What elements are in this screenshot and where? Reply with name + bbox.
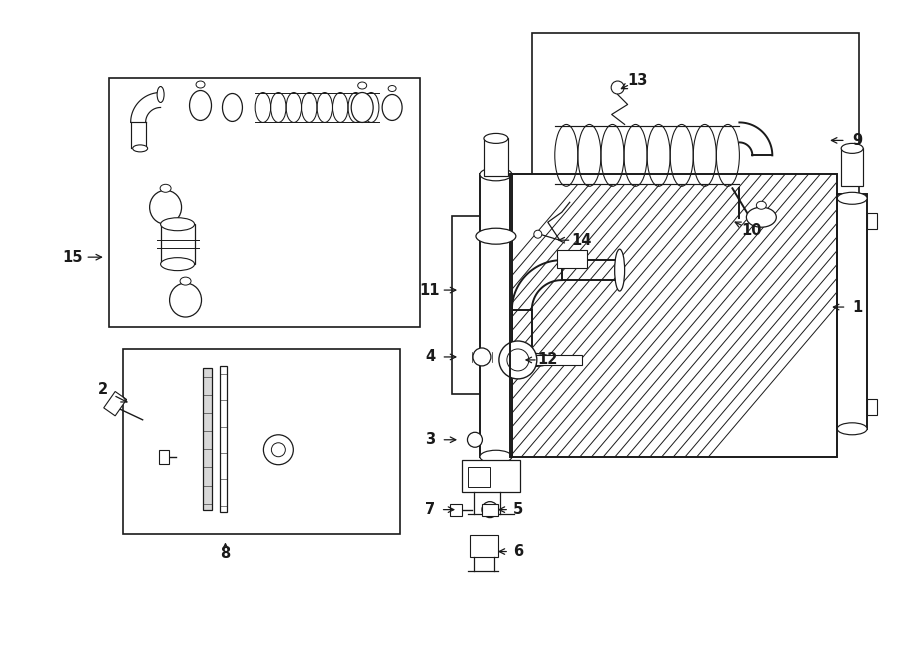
Text: 11: 11 <box>419 283 440 298</box>
Ellipse shape <box>502 353 554 367</box>
Bar <box>502 355 581 365</box>
Ellipse shape <box>196 81 205 88</box>
Bar <box>452 216 709 394</box>
Ellipse shape <box>180 277 191 285</box>
Text: 7: 7 <box>425 502 435 517</box>
Text: 6: 6 <box>513 544 523 559</box>
Ellipse shape <box>169 283 202 317</box>
Ellipse shape <box>534 230 542 238</box>
Bar <box>480 174 512 457</box>
Ellipse shape <box>382 95 402 120</box>
Ellipse shape <box>746 207 777 227</box>
Text: 12: 12 <box>537 352 558 367</box>
Ellipse shape <box>756 201 766 209</box>
Ellipse shape <box>264 435 293 465</box>
Ellipse shape <box>480 168 512 181</box>
Text: 1: 1 <box>852 299 862 314</box>
Text: 10: 10 <box>741 222 761 238</box>
Ellipse shape <box>357 82 366 89</box>
Bar <box>104 391 127 416</box>
Ellipse shape <box>507 349 529 371</box>
Text: 2: 2 <box>98 383 108 397</box>
Ellipse shape <box>158 87 164 103</box>
Bar <box>867 399 877 415</box>
Ellipse shape <box>351 93 374 122</box>
Bar <box>109 77 420 327</box>
Ellipse shape <box>467 432 482 448</box>
Ellipse shape <box>160 184 171 192</box>
Ellipse shape <box>222 93 242 121</box>
Text: 8: 8 <box>220 546 230 561</box>
Bar <box>160 224 194 264</box>
Ellipse shape <box>473 348 491 366</box>
Bar <box>482 504 498 516</box>
Text: 14: 14 <box>572 232 592 248</box>
Bar <box>554 126 740 184</box>
Text: 9: 9 <box>852 133 862 148</box>
Bar <box>470 535 498 557</box>
Bar <box>462 459 520 492</box>
Text: 5: 5 <box>513 502 523 517</box>
Ellipse shape <box>615 249 625 291</box>
Bar <box>510 174 837 457</box>
Text: 13: 13 <box>627 73 648 88</box>
Bar <box>842 148 863 186</box>
Bar <box>468 467 490 487</box>
Text: 15: 15 <box>62 250 83 265</box>
Ellipse shape <box>837 192 867 205</box>
Ellipse shape <box>837 423 867 435</box>
Bar <box>837 194 867 429</box>
Ellipse shape <box>160 218 194 231</box>
Bar <box>122 349 400 534</box>
Bar <box>484 138 508 176</box>
Ellipse shape <box>190 91 212 120</box>
Ellipse shape <box>132 145 148 152</box>
Ellipse shape <box>480 450 512 463</box>
Ellipse shape <box>160 258 194 271</box>
Bar <box>158 449 168 463</box>
Ellipse shape <box>484 134 508 144</box>
Text: 4: 4 <box>425 350 435 365</box>
Bar <box>510 174 837 457</box>
Ellipse shape <box>611 81 624 94</box>
Bar <box>450 504 462 516</box>
Text: 3: 3 <box>425 432 435 448</box>
Ellipse shape <box>482 502 498 518</box>
Ellipse shape <box>476 228 516 244</box>
Ellipse shape <box>499 341 536 379</box>
Bar <box>557 250 587 268</box>
Bar <box>202 368 212 510</box>
Bar <box>867 213 877 229</box>
Ellipse shape <box>149 190 182 224</box>
Bar <box>532 32 860 220</box>
Bar <box>220 366 228 512</box>
Ellipse shape <box>842 144 863 154</box>
Ellipse shape <box>272 443 285 457</box>
Ellipse shape <box>388 85 396 91</box>
